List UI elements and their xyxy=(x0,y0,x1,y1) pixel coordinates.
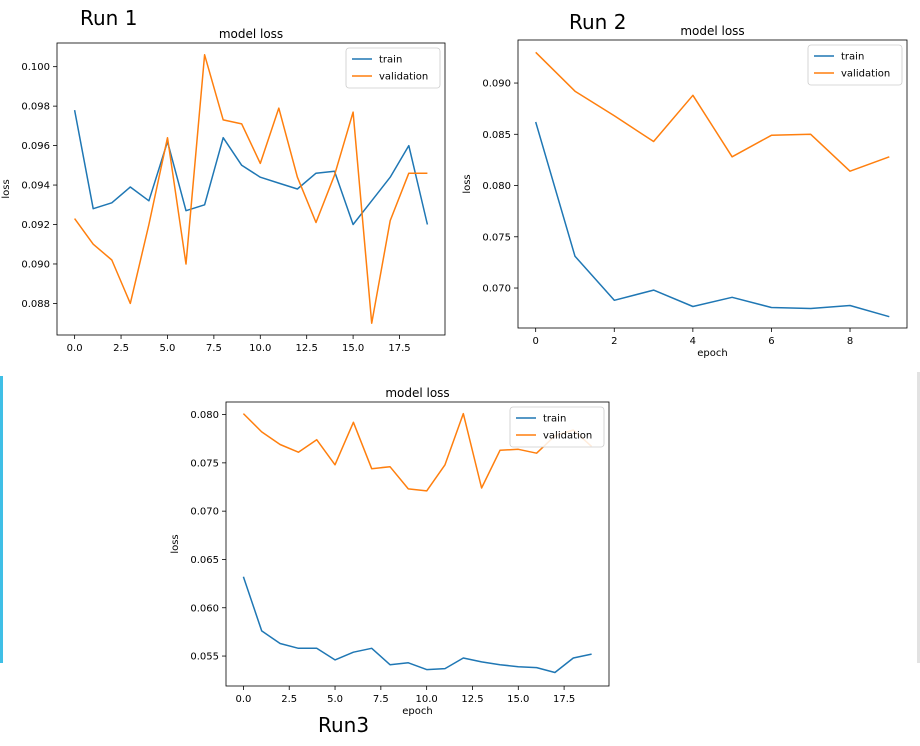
chart-title: model loss xyxy=(385,386,449,400)
series-line-validation xyxy=(242,412,593,492)
y-tick-label: 0.075 xyxy=(190,458,219,469)
legend-box xyxy=(345,47,441,89)
x-tick-label: 7.5 xyxy=(373,694,389,705)
y-tick-label: 0.100 xyxy=(21,62,50,73)
chart-title: model loss xyxy=(680,24,744,38)
x-tick-label: 2.5 xyxy=(281,694,297,705)
plot-frame xyxy=(225,401,610,687)
y-tick-label: 0.070 xyxy=(482,284,511,295)
plot-frame xyxy=(56,42,446,336)
y-tick-label: 0.096 xyxy=(21,141,50,152)
y-tick-label: 0.080 xyxy=(190,410,219,421)
y-tick-label: 0.085 xyxy=(482,130,511,141)
x-axis-label: epoch xyxy=(697,348,727,359)
x-tick-label: 15.0 xyxy=(342,343,364,354)
chart-title: model loss xyxy=(219,27,283,41)
series-line-validation xyxy=(73,54,428,324)
x-tick-label: 17.5 xyxy=(553,694,575,705)
run-1-loss-chart: model loss 0.0 2.5 5.0 7.5 10.0 12.5 15.0 17.5 0.… xyxy=(1,27,446,354)
x-tick-label: 17.5 xyxy=(388,343,410,354)
x-tick-label: 6 xyxy=(768,336,774,347)
x-tick-label: 5.0 xyxy=(160,343,176,354)
run-2-loss-chart: model loss 0 2 4 6 8 0.070 0.075 0.080 0.085 0.090… xyxy=(462,24,908,359)
y-tick-label: 0.098 xyxy=(21,102,50,113)
x-tick-label: 10.0 xyxy=(416,694,438,705)
series-line-train xyxy=(534,121,890,318)
run-3-loss-chart: model loss 0.0 2.5 5.0 7.5 10.0 12.5 15.0 17.5 0.… xyxy=(170,386,610,717)
x-tick-label: 15.0 xyxy=(507,694,529,705)
x-tick-label: 0.0 xyxy=(235,694,251,705)
x-tick-label: 12.5 xyxy=(296,343,318,354)
left-edge-accent-bar xyxy=(0,376,3,663)
series-line-validation xyxy=(535,51,890,172)
x-tick-label: 7.5 xyxy=(206,343,222,354)
plot-frame xyxy=(517,39,908,329)
y-tick-label: 0.092 xyxy=(21,220,50,231)
x-tick-label: 10.0 xyxy=(249,343,271,354)
legend-box xyxy=(509,406,605,448)
run-1-label: Run 1 xyxy=(80,6,138,30)
x-tick-label: 2 xyxy=(611,336,617,347)
legend-label-validation: validation xyxy=(379,72,428,83)
y-tick-label: 0.060 xyxy=(190,603,219,614)
series-line-train xyxy=(242,576,592,674)
x-tick-label: 0.0 xyxy=(67,343,83,354)
y-axis-label: loss xyxy=(1,179,12,198)
x-tick-label: 4 xyxy=(690,336,696,347)
x-tick-label: 0 xyxy=(532,336,538,347)
right-edge-divider xyxy=(917,372,920,663)
y-tick-label: 0.088 xyxy=(21,299,50,310)
x-tick-label: 5.0 xyxy=(327,694,343,705)
run-3-label: Run3 xyxy=(318,713,370,737)
y-tick-label: 0.065 xyxy=(190,555,219,566)
legend-label-validation: validation xyxy=(543,431,592,442)
y-tick-label: 0.090 xyxy=(21,259,50,270)
x-tick-label: 12.5 xyxy=(461,694,483,705)
legend-label-validation: validation xyxy=(841,69,890,80)
y-axis-label: loss xyxy=(170,534,181,553)
series-line-train xyxy=(73,109,429,226)
y-tick-label: 0.090 xyxy=(482,79,511,90)
y-tick-label: 0.094 xyxy=(21,181,50,192)
legend-label-train: train xyxy=(543,414,566,425)
y-tick-label: 0.080 xyxy=(482,181,511,192)
y-tick-label: 0.075 xyxy=(482,232,511,243)
legend-box xyxy=(807,44,903,86)
x-axis-label: epoch xyxy=(402,706,432,717)
x-tick-label: 2.5 xyxy=(113,343,129,354)
y-tick-label: 0.055 xyxy=(190,652,219,663)
run-2-label: Run 2 xyxy=(569,10,627,34)
legend-label-train: train xyxy=(841,52,864,63)
y-axis-label: loss xyxy=(462,174,473,193)
legend-label-train: train xyxy=(379,55,402,66)
y-tick-label: 0.070 xyxy=(190,507,219,518)
x-tick-label: 8 xyxy=(847,336,853,347)
